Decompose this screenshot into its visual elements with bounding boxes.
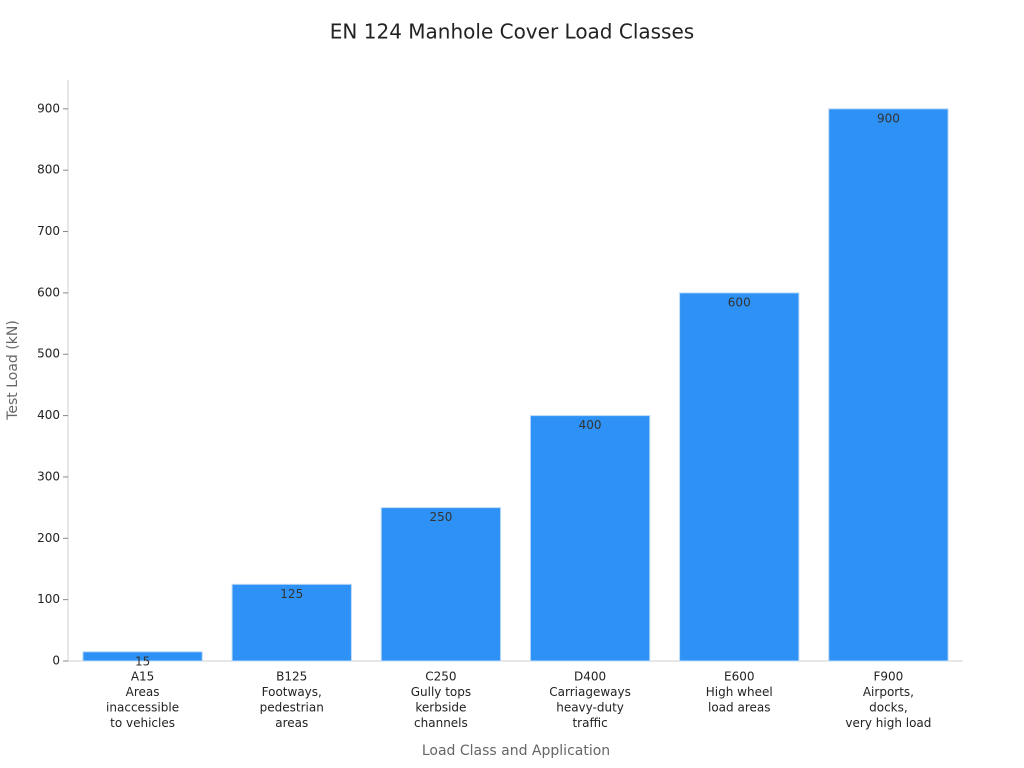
x-tick-label: heavy-duty [556, 701, 624, 715]
bar [82, 651, 203, 662]
x-tick-label: kerbside [415, 701, 466, 715]
x-tick-label: docks, [869, 701, 908, 715]
value-label: 250 [429, 510, 452, 524]
y-tick-label: 700 [37, 224, 60, 238]
x-tick-label: Footways, [262, 685, 322, 699]
x-tick-label: to vehicles [110, 716, 175, 730]
y-tick-label: 400 [37, 408, 60, 422]
x-tick-label: E600 [724, 670, 755, 684]
bar [380, 507, 502, 662]
y-axis-title: Test Load (kN) [5, 320, 21, 421]
x-tick-label: A15 [131, 670, 154, 684]
value-label: 600 [728, 295, 751, 309]
y-tick-label: 500 [37, 347, 60, 361]
x-tick-label: F900 [874, 670, 904, 684]
x-tick-label: High wheel [706, 685, 773, 699]
bar [529, 415, 651, 662]
x-tick-label: pedestrian [260, 701, 324, 715]
bar [231, 583, 352, 662]
x-tick-label: very high load [845, 716, 931, 730]
y-tick-label: 200 [37, 531, 60, 545]
y-tick-label: 0 [52, 654, 60, 668]
x-tick-label: Airports, [863, 685, 914, 699]
chart-title: EN 124 Manhole Cover Load Classes [330, 20, 694, 44]
value-label: 15 [135, 654, 150, 668]
x-tick-label: traffic [572, 716, 607, 730]
x-axis-title: Load Class and Application [422, 743, 610, 759]
y-tick-label: 300 [37, 469, 60, 483]
x-tick-label: C250 [425, 670, 456, 684]
bar [679, 292, 800, 662]
value-label: 400 [579, 418, 602, 432]
y-tick-label: 800 [37, 163, 60, 177]
y-tick-label: 100 [37, 592, 60, 606]
x-tick-label: inaccessible [106, 701, 179, 715]
x-tick-label: areas [275, 716, 308, 730]
x-tick-label: B125 [276, 670, 307, 684]
x-tick-label: channels [414, 716, 468, 730]
value-label: 125 [280, 587, 303, 601]
value-label: 900 [877, 111, 900, 125]
x-tick-label: Carriageways [549, 685, 631, 699]
y-tick-label: 600 [37, 285, 60, 299]
x-tick-label: Gully tops [411, 685, 471, 699]
x-tick-label: D400 [574, 670, 606, 684]
y-tick-label: 900 [37, 101, 60, 115]
bar [828, 108, 949, 662]
x-tick-label: load areas [708, 701, 770, 715]
x-tick-label: Areas [126, 685, 160, 699]
